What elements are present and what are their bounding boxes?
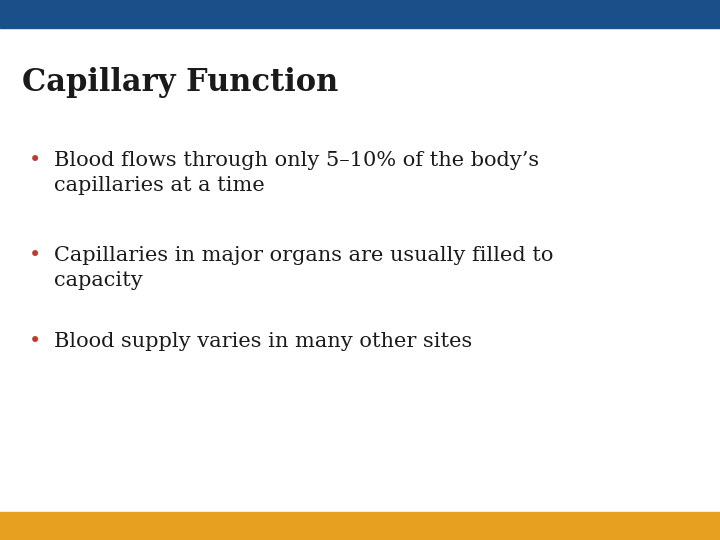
Text: © 2011 Pearson Education, Inc.: © 2011 Pearson Education, Inc.	[11, 525, 192, 536]
Text: •: •	[29, 332, 41, 351]
Text: Blood flows through only 5–10% of the body’s
capillaries at a time: Blood flows through only 5–10% of the bo…	[54, 151, 539, 195]
Text: Blood supply varies in many other sites: Blood supply varies in many other sites	[54, 332, 472, 351]
Text: •: •	[29, 151, 41, 170]
Text: Capillary Function: Capillary Function	[22, 68, 338, 98]
Text: •: •	[29, 246, 41, 265]
Text: Capillaries in major organs are usually filled to
capacity: Capillaries in major organs are usually …	[54, 246, 554, 289]
